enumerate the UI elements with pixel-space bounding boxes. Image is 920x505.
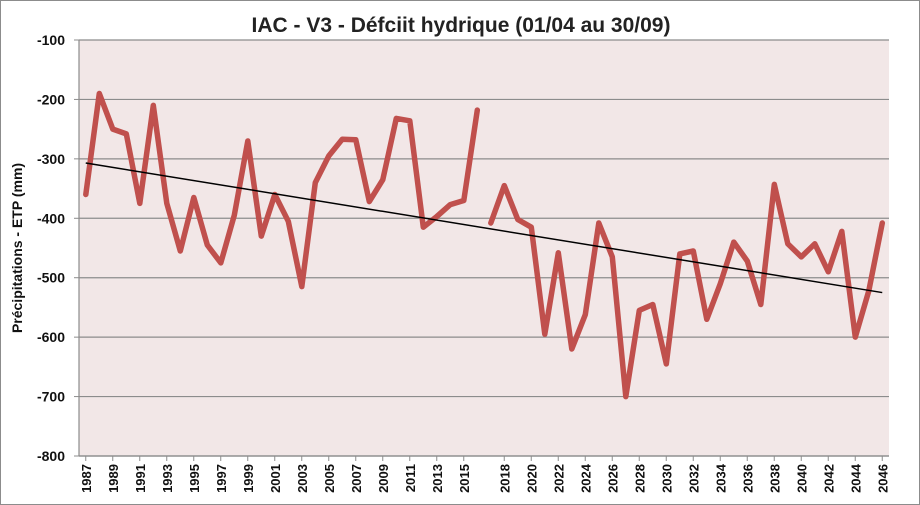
x-tick-label: 2036 xyxy=(740,464,755,493)
y-tick-label: -200 xyxy=(37,91,65,107)
x-tick-label: 2020 xyxy=(524,464,539,493)
x-tick-label: 2034 xyxy=(713,463,728,493)
y-tick-label: -100 xyxy=(37,32,65,48)
y-tick-label: -500 xyxy=(37,270,65,286)
x-tick-label: 2018 xyxy=(497,464,512,493)
x-tick-label: 1997 xyxy=(214,464,229,493)
x-tick-label: 2005 xyxy=(322,464,337,493)
x-tick-label: 2024 xyxy=(578,463,593,493)
x-tick-label: 2044 xyxy=(848,463,863,493)
chart-title: IAC - V3 - Défciit hydrique (01/04 au 30… xyxy=(252,14,671,37)
x-tick-label: 2003 xyxy=(295,464,310,493)
x-tick-label: 2028 xyxy=(632,464,647,493)
y-tick-label: -800 xyxy=(37,448,65,464)
y-tick-label: -700 xyxy=(37,389,65,405)
x-tick-label: 2040 xyxy=(794,464,809,493)
trendline xyxy=(85,162,883,294)
plot-area xyxy=(79,40,889,456)
x-tick-label: 1993 xyxy=(160,464,175,493)
x-tick-label: 2042 xyxy=(821,464,836,493)
x-axis-ticks: 1987 1989 1991 1993 1995 1997 1999 2001 2003 2005… xyxy=(79,456,890,493)
axes xyxy=(78,40,889,457)
data-series xyxy=(83,90,886,400)
x-tick-label: 2009 xyxy=(376,464,391,493)
x-tick-label: 2026 xyxy=(605,464,620,493)
x-tick-label: 1989 xyxy=(106,464,121,493)
x-tick-label: 2013 xyxy=(430,464,445,493)
x-tick-label: 2022 xyxy=(551,464,566,493)
series-line xyxy=(488,181,886,400)
x-tick-label: 2015 xyxy=(457,464,472,493)
x-tick-label: 2032 xyxy=(686,464,701,493)
x-tick-label: 1999 xyxy=(241,464,256,493)
x-tick-label: 1995 xyxy=(187,464,202,493)
x-tick-label: 2001 xyxy=(268,464,283,493)
x-tick-label: 2046 xyxy=(875,464,890,493)
series-line xyxy=(83,90,481,290)
y-tick-label: -400 xyxy=(37,210,65,226)
x-tick-label: 1991 xyxy=(133,464,148,493)
trendline-group xyxy=(85,162,883,294)
x-tick-label: 1987 xyxy=(79,464,94,493)
y-tick-label: -600 xyxy=(37,329,65,345)
x-tick-label: 2030 xyxy=(659,464,674,493)
x-tick-label: 2038 xyxy=(767,464,782,493)
y-axis-ticks: -100 -200 -300 -400 -500 -600 -700 -800 xyxy=(37,32,79,464)
y-axis-label: Précipitations - ETP (mm) xyxy=(9,163,25,333)
x-tick-label: 2007 xyxy=(349,464,364,493)
x-tick-label: 2011 xyxy=(403,464,418,492)
y-tick-label: -300 xyxy=(37,151,65,167)
